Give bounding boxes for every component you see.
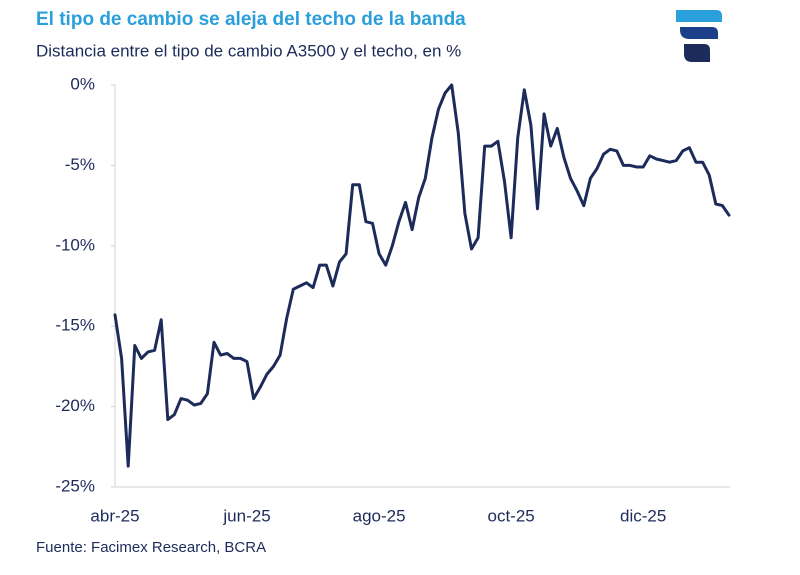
y-tick-label: -25%	[55, 476, 95, 495]
x-tick-label: abr-25	[90, 506, 139, 525]
x-tick-label: jun-25	[222, 506, 270, 525]
logo	[676, 10, 722, 62]
source-note: Fuente: Facimex Research, BCRA	[36, 539, 266, 556]
y-tick-label: -20%	[55, 396, 95, 415]
y-tick-label: 0%	[70, 74, 95, 93]
y-tick-label: -10%	[55, 235, 95, 254]
y-tick-label: -5%	[65, 155, 95, 174]
logo-bar	[684, 44, 710, 62]
y-tick-label: -15%	[55, 316, 95, 335]
logo-bar	[680, 27, 718, 39]
data-line	[113, 83, 731, 468]
x-tick-label: dic-25	[620, 506, 666, 525]
logo-bar	[676, 10, 722, 22]
x-tick-label: ago-25	[353, 506, 406, 525]
x-tick-label: oct-25	[488, 506, 535, 525]
chart-subtitle: Distancia entre el tipo de cambio A3500 …	[36, 41, 461, 60]
chart-title: El tipo de cambio se aleja del techo de …	[36, 9, 466, 30]
